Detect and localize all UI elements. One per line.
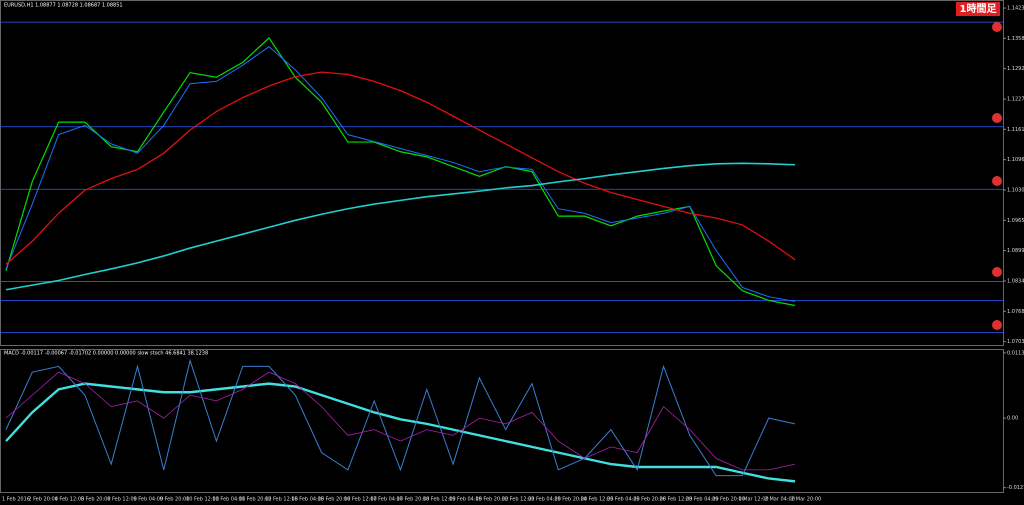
header: EURUSD,H1 1.08877 1.08728 1.08687 1.0885… (4, 3, 123, 9)
series-line (5, 358, 796, 477)
marker-icon (992, 113, 1002, 123)
x-tick-label: 15 Feb 04:00 (291, 497, 324, 503)
y-tick-label: 1.08340 (1007, 278, 1024, 284)
x-tick-label: 2 Feb 20:00 (28, 497, 58, 503)
series-line (5, 36, 796, 307)
x-tick-label: 19 Feb 20:00 (475, 497, 508, 503)
x-tick-label: 9 Feb 20:00 (160, 497, 190, 503)
x-tick-label: 8 Feb 12:00 (107, 497, 137, 503)
y-tick-label: 1.11615 (1007, 127, 1024, 133)
x-tick-label: 24 Feb 12:00 (581, 497, 614, 503)
x-tick-label: 11 Feb 04:00 (212, 497, 245, 503)
y-tick-label: 1.10960 (1007, 157, 1024, 163)
main-frame (0, 0, 1004, 346)
marker-icon (992, 176, 1002, 186)
x-tick-label: 23 Feb 04:00 (528, 497, 561, 503)
x-tick-label: 25 Feb 20:00 (633, 497, 666, 503)
y-tick-label: 1.08995 (1007, 248, 1024, 254)
series-line (5, 71, 796, 265)
y-tick-label: 1.07685 (1007, 309, 1024, 315)
series-line (5, 46, 796, 302)
y-tick-label: 1.12270 (1007, 96, 1024, 102)
x-tick-label: 2 Mar 04:00 (765, 497, 795, 503)
y-tick-label: 0.011350 (1007, 350, 1024, 356)
x-tick-label: 1 Feb 2016 (2, 497, 30, 503)
badge-box (956, 2, 1000, 16)
x-tick-label: 10 Feb 12:00 (186, 497, 219, 503)
x-tick-label: 18 Feb 12:00 (423, 497, 456, 503)
y-tick-label: -0.012100 (1007, 485, 1024, 491)
x-tick-label: 1 Mar 12:00 (738, 497, 768, 503)
x-tick-label: 9 Feb 04:00 (134, 497, 164, 503)
indicator-title: MACD -0.00117 -0.00067 -0.01702 0.00000 … (4, 351, 208, 357)
y-tick-label: 1.14234 (1007, 6, 1024, 12)
y-tick-label: 1.12925 (1007, 66, 1024, 72)
x-tick-label: 15 Feb 20:00 (318, 497, 351, 503)
x-tick-label: 22 Feb 12:00 (502, 497, 535, 503)
x-tick-label: 23 Feb 20:00 (554, 497, 587, 503)
x-tick-label: 25 Feb 04:00 (607, 497, 640, 503)
y-tick-label: 1.10305 (1007, 187, 1024, 193)
x-tick-label: 26 Feb 12:00 (660, 497, 693, 503)
x-tick-label: 17 Feb 20:00 (397, 497, 430, 503)
y-tick-label: 1.09650 (1007, 218, 1024, 224)
y-tick-label: 0.00 (1007, 416, 1018, 422)
marker-icon (992, 267, 1002, 277)
x-tick-label: 4 Feb 12:00 (55, 497, 85, 503)
x-tick-label: 5 Feb 20:00 (81, 497, 111, 503)
x-tick-label: 11 Feb 20:00 (239, 497, 272, 503)
x-tick-label: 17 Feb 04:00 (370, 497, 403, 503)
badge: 1時間足 (960, 2, 998, 15)
x-tick-label: 16 Feb 12:00 (344, 497, 377, 503)
x-tick-label: 19 Feb 04:00 (449, 497, 482, 503)
marker-icon (992, 320, 1002, 330)
series-line (5, 382, 796, 483)
x-tick-label: 29 Feb 20:00 (712, 497, 745, 503)
x-tick-label: 2 Mar 20:00 (791, 497, 821, 503)
x-tick-label: 29 Feb 04:00 (686, 497, 719, 503)
sub-frame (0, 349, 1004, 493)
marker-icon (992, 22, 1002, 32)
x-tick-label: 12 Feb 12:00 (265, 497, 298, 503)
series-line (5, 162, 796, 291)
y-tick-label: 1.13580 (1007, 36, 1024, 42)
series-line (5, 371, 796, 471)
